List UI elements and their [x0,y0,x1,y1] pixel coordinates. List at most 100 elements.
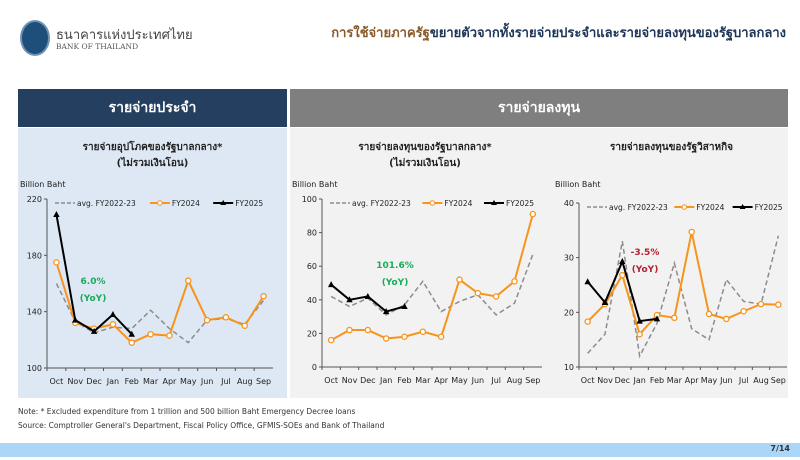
data-point-fy2024 [474,289,482,297]
yoy-label: (YoY) [382,278,409,288]
title-highlight: การใช้จ่ายภาครัฐ [331,26,430,41]
y-tick-label: 100 [27,364,42,373]
data-point-fy2024 [419,328,427,335]
x-tick-label: Oct [49,377,63,386]
section-header-current: รายจ่ายประจำ [18,89,287,127]
legend-label: FY2024 [172,199,200,208]
x-tick-label: Sep [256,377,271,386]
data-point-fy2025 [653,315,661,322]
source-note: Source: Comptroller General's Department… [18,421,385,430]
data-point-fy2024 [327,336,335,344]
data-point-fy2025 [601,298,609,305]
data-point-fy2024 [456,276,463,283]
data-point-fy2025 [327,281,335,288]
series-line-0 [330,254,534,316]
data-point-fy2024 [529,210,537,218]
y-tick-label: 20 [307,329,317,338]
x-tick-label: Dec [615,376,630,385]
data-point-fy2024 [166,332,173,339]
legend-marker [429,200,436,206]
data-point-fy2025 [128,330,135,337]
data-point-fy2024 [184,277,192,284]
legend-label: FY2024 [444,199,472,208]
series-line-0 [587,235,780,359]
yoy-value: 6.0% [81,277,106,287]
chart-3-title: รายจ่ายลงทุนของรัฐวิสาหกิจ [555,140,788,156]
x-tick-label: Dec [360,376,375,385]
y-tick-label: 40 [307,296,317,305]
x-tick-label: Apr [685,376,700,385]
x-tick-label: Oct [581,376,595,385]
page-number: 7/14 [770,444,790,453]
data-point-fy2024 [636,330,643,338]
x-tick-label: Feb [650,376,664,385]
x-tick-label: Mar [667,376,683,385]
data-point-fy2024 [671,314,678,322]
data-point-fy2024 [511,278,518,285]
data-point-fy2024 [346,326,353,334]
data-point-fy2024 [723,315,730,323]
legend-label: avg. FY2022-23 [77,199,136,208]
yoy-label: (YoY) [80,294,107,304]
x-tick-label: Feb [397,376,411,385]
y-tick-label: 40 [564,199,574,208]
legend-label: avg. FY2022-23 [352,199,411,208]
y-tick-label: 80 [307,229,317,238]
legend-label: FY2025 [235,199,263,208]
data-point-fy2024 [740,307,747,315]
data-point-fy2024 [128,339,135,346]
data-point-fy2024 [584,318,591,325]
x-tick-label: Nov [67,377,83,386]
x-tick-label: Jun [719,376,733,385]
data-point-fy2024 [492,293,500,300]
data-point-fy2024 [775,301,782,308]
x-tick-label: Feb [125,377,139,386]
chart-1-title: รายจ่ายอุปโภคของรัฐบาลกลาง* (ไม่รวมเงินโอ… [18,140,287,172]
title-rest: ขยายตัวจากทั้งรายจ่ายประจำและรายจ่ายลงทุ… [429,26,786,41]
footnote: Note: * Excluded expenditure from 1 tril… [18,407,356,416]
section-header-investment: รายจ่ายลงทุน [290,89,788,127]
data-point-fy2025 [72,316,79,323]
chart-subtitle: (ไม่รวมเงินโอน) [116,158,189,169]
data-point-fy2024 [109,321,117,328]
data-point-fy2025 [346,296,353,303]
x-tick-label: Oct [324,376,338,385]
x-tick-label: Aug [507,376,523,385]
x-tick-label: Jul [220,377,231,386]
yoy-label: (YoY) [632,265,659,275]
x-tick-label: Sep [771,376,786,385]
data-point-fy2025 [619,257,626,264]
x-tick-label: May [180,377,197,386]
chart-title: รายจ่ายลงทุนของรัฐวิสาหกิจ [609,142,734,153]
yoy-value: -3.5% [631,248,660,258]
data-point-fy2024 [53,259,60,266]
panel-investment [290,128,788,398]
x-tick-label: Nov [597,376,613,385]
legend-marker [491,200,497,205]
y-tick-label: 0 [312,363,317,372]
data-point-fy2025 [90,327,98,334]
x-tick-label: Mar [415,376,431,385]
chart-subtitle: (ไม่รวมเงินโอน) [389,158,461,169]
footer-bar [0,443,800,457]
panel-current [18,128,287,398]
chart-title: รายจ่ายลงทุนของรัฐบาลกลาง* [358,142,492,153]
data-point-fy2024 [401,333,408,341]
series-line-0 [55,283,265,344]
data-point-fy2025 [53,210,60,217]
y-unit: Billion Baht [20,180,66,189]
legend-marker [681,204,688,210]
y-tick-label: 10 [564,363,574,372]
x-tick-label: Apr [434,376,449,385]
y-unit: Billion Baht [555,180,601,189]
x-tick-label: Mar [143,377,159,386]
legend-label: FY2024 [696,203,724,212]
x-tick-label: Jul [738,376,749,385]
x-tick-label: May [701,376,718,385]
data-point-fy2024 [147,330,154,338]
data-point-fy2024 [705,310,713,318]
x-tick-label: Sep [525,376,540,385]
data-point-fy2025 [401,303,408,310]
y-tick-label: 140 [27,308,42,317]
x-tick-label: Jun [471,376,485,385]
